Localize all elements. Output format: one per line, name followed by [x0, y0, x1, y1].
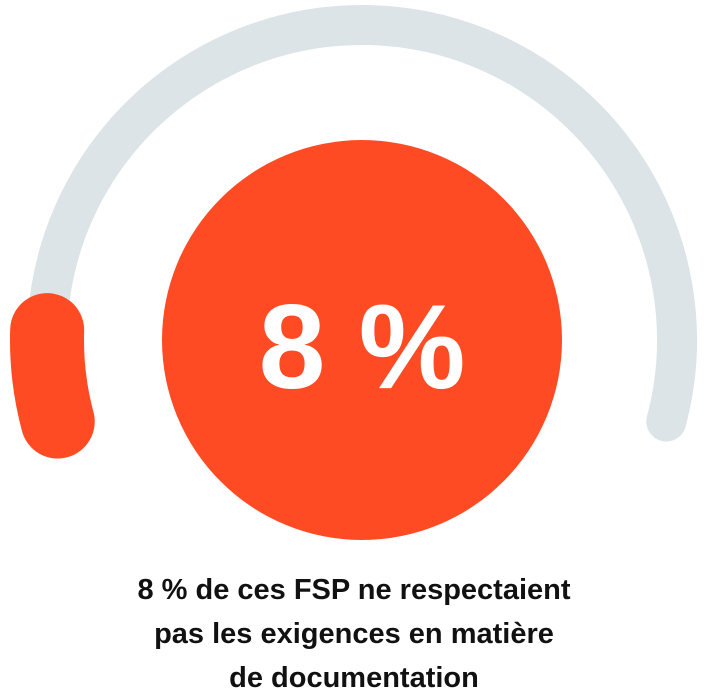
gauge-value-arc [10, 293, 95, 459]
gauge-track-arc [27, 5, 697, 442]
value-label: 8 % [259, 280, 466, 414]
caption-line: de documentation [229, 662, 479, 694]
caption: 8 % de ces FSP ne respectaient pas les e… [0, 568, 708, 700]
caption-line: 8 % de ces FSP ne respectaient [137, 574, 571, 606]
center-disc [162, 140, 562, 540]
caption-line: pas les exigences en matière [154, 618, 554, 650]
gauge-chart: 8 % [10, 5, 697, 540]
